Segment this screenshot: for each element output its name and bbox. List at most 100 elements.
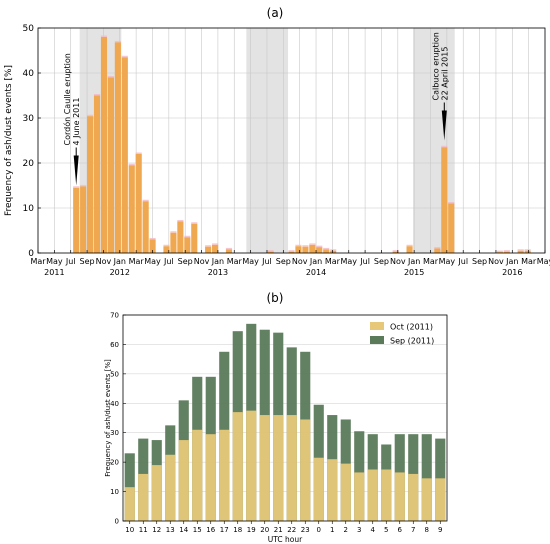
xtick-label-b: 12 [152,526,161,534]
bar-a-overlay [524,249,531,251]
bar-a-overlay [434,247,441,249]
bar-a-overlay [93,94,101,96]
xtick-label-b: 14 [179,526,188,534]
annotation-line: Cordón Caulle eruption [62,53,72,145]
bar-oct [273,415,284,521]
bar-oct [300,419,311,521]
bar-a [323,249,330,253]
xtick-label-a: Jul [65,257,76,266]
xtick-label-b: 19 [247,526,256,534]
axes-frame-b [122,314,448,522]
bar-a-overlay [87,114,94,117]
ytick-label-b: 60 [110,341,119,349]
year-label-a: 2014 [306,268,326,277]
bar-a [80,186,87,253]
bar-a [177,221,184,253]
bar-a [441,147,448,253]
xtick-label-b: 7 [411,526,415,534]
xtick-label-a: Sep [472,257,487,266]
xtick-label-b: 13 [166,526,175,534]
bar-a-overlay [163,244,170,247]
ytick-label-b: 50 [110,370,119,378]
bar-oct [259,415,270,521]
xtick-label-a: Mar [129,257,145,266]
xtick-label-a: Nov [488,257,504,266]
ylabel-a: Frequency of ash/dust events [%] [4,65,14,216]
annotation-line: 22 April 2015 [440,47,449,101]
bar-a [73,187,80,253]
xtick-label-b: 17 [220,526,229,534]
ytick-label-a: 30 [23,114,35,124]
bar-a-overlay [128,163,135,166]
bar-a-overlay [191,222,198,224]
ytick-label-b: 70 [110,312,119,320]
bar-a-overlay [316,245,323,248]
bar-oct [246,410,257,521]
xtick-label-a: Jan [113,257,126,266]
bar-a-overlay [267,250,274,252]
panel-b-label: (b) [267,291,284,305]
bar-oct [178,440,189,521]
bar-a-overlay [288,250,295,252]
bar-a [496,252,503,253]
bar-a-overlay [177,220,184,222]
bar-a [448,203,455,253]
ytick-label-b: 0 [115,518,119,526]
bar-a-overlay [170,231,177,233]
bar-a [503,251,510,253]
xtick-label-a: Mar [30,257,46,266]
xtick-label-a: Sep [276,257,291,266]
ytick-label-b: 20 [110,459,119,467]
xtick-label-b: 2 [344,526,348,534]
bar-a [212,244,219,253]
annotation-text-0: Cordón Caulle eruption4 June 2011 [62,53,81,145]
year-label-a: 2012 [110,268,130,277]
bar-a [434,248,441,253]
xtick-label-a: Mar [325,257,341,266]
bar-oct [408,473,419,521]
xtick-label-b: 10 [125,526,134,534]
bar-a [100,37,108,253]
xtick-label-b: 6 [398,526,403,534]
bar-a-overlay [302,245,309,247]
bar-a [121,57,128,253]
bar-oct [394,472,405,521]
bar-a-overlay [517,249,524,251]
bar-a-overlay [142,199,149,202]
bar-a [163,246,170,253]
xtick-label-a: Nov [292,257,308,266]
ytick-label-a: 0 [28,249,34,259]
ytick-label-b: 10 [110,488,119,496]
shaded-period-2 [413,28,455,253]
bar-a [316,247,323,253]
bar-oct [138,473,149,521]
xtick-label-b: 15 [193,526,202,534]
bar-oct [327,459,338,521]
bar-a [87,116,94,253]
bar-a [170,232,177,253]
xtick-label-a: Sep [374,257,389,266]
xtick-label-a: Sep [178,257,193,266]
xtick-label-b: 23 [301,526,310,534]
year-label-a: 2016 [502,268,522,277]
xtick-label-b: 3 [357,526,361,534]
bar-oct [354,472,365,521]
xtick-label-a: May [242,257,259,266]
bar-oct [205,434,216,521]
xtick-label-a: Jul [457,257,468,266]
xtick-label-a: May [340,257,357,266]
bar-a [135,154,142,253]
xtick-label-a: Jan [309,257,322,266]
bar-a [295,246,302,253]
bar-a-overlay [121,55,128,58]
xtick-label-b: 11 [139,526,148,534]
bar-a-overlay [225,247,233,250]
xtick-label-a: Jul [261,257,272,266]
year-label-a: 2013 [208,268,228,277]
bar-a [142,201,149,253]
bar-a [205,246,212,253]
bar-a-overlay [330,249,337,251]
bar-a [184,237,191,253]
axes-frame-a [37,27,546,254]
legend-swatch-0 [370,322,384,330]
